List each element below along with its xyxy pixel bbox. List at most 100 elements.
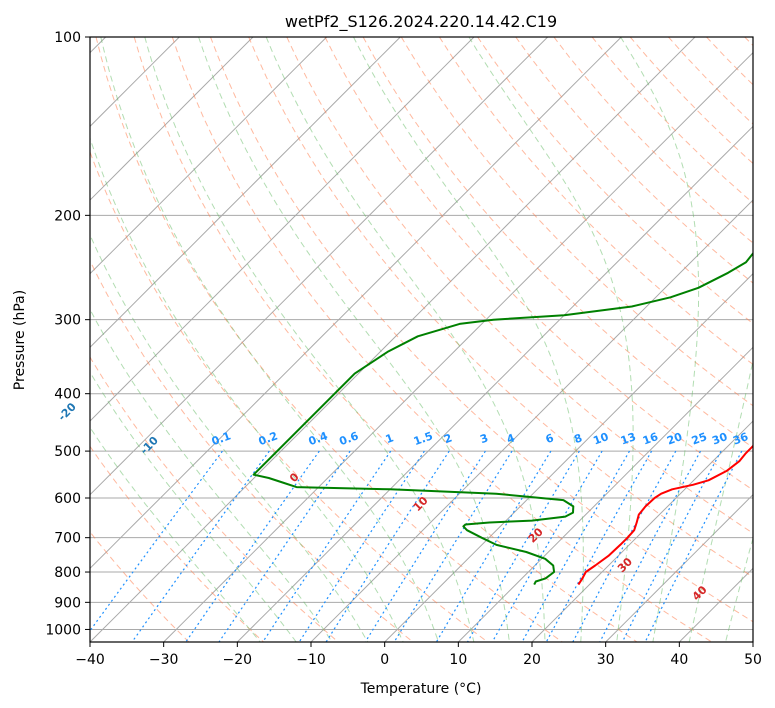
y-tick-label: 300 [54, 313, 81, 329]
x-tick-label: 20 [523, 652, 541, 668]
moist-adiabat-line [620, 37, 700, 642]
moist-adiabat-line [688, 358, 753, 642]
mixing-ratio-line [545, 450, 653, 642]
moist-adiabat-label: 10 [411, 494, 431, 514]
mixing-ratio-label: 16 [641, 430, 660, 448]
isotherm-line [678, 567, 753, 642]
dry-adiabat-line [210, 37, 753, 623]
moist-adiabat-line [90, 233, 369, 642]
mixing-ratio-line [599, 450, 702, 642]
isotherm-line [90, 37, 549, 496]
x-tick-label: −10 [296, 652, 326, 668]
moist-adiabat-line [90, 136, 404, 642]
dry-adiabat-line [90, 445, 264, 642]
mixing-ratio-line [364, 450, 486, 642]
mixing-ratio-label: 25 [690, 430, 709, 447]
y-tick-label: 900 [54, 595, 81, 611]
x-tick-label: −20 [223, 652, 253, 668]
x-axis-title: Temperature (°C) [360, 681, 482, 697]
isotherm-line [90, 37, 475, 422]
dry-adiabat-line [171, 37, 712, 642]
mixing-ratio-label: 30 [710, 430, 729, 448]
mixing-ratio-label: 1 [384, 431, 396, 446]
mixing-ratio-line [644, 450, 743, 642]
y-tick-label: 800 [54, 565, 81, 581]
moist-adiabat-line [100, 37, 439, 642]
mixing-ratio-label: 2 [442, 431, 454, 446]
mixing-ratio-line [572, 450, 677, 642]
y-tick-label: 1000 [45, 622, 81, 638]
mixing-ratio-label: 13 [619, 430, 638, 447]
moist-adiabat-line [265, 37, 546, 642]
mixing-ratio-label: 0.6 [338, 429, 361, 448]
mixing-ratio-line [262, 450, 392, 642]
moist-adiabat-line [144, 37, 475, 642]
dry-adiabat-line [95, 37, 563, 642]
y-tick-label: 100 [54, 30, 81, 46]
axis-ticks: −40 −30 −20 −10 0 10 20 30 40 5010020030040050060… [45, 30, 762, 668]
moist-adiabat-line [725, 536, 753, 642]
plot-frame [89, 36, 754, 643]
mixing-ratio-label: 10 [591, 430, 610, 448]
dry-adiabat-line [90, 150, 488, 642]
moist-adiabat-line [198, 37, 510, 642]
line-labels: -100-90-80-70-60-50-40-30-20-10010203040… [56, 400, 751, 603]
chart-title: wetPf2_S126.2024.220.14.42.C19 [285, 12, 557, 32]
x-tick-label: −30 [149, 652, 179, 668]
mixing-ratio-label: 4 [505, 431, 517, 446]
moist-adiabat-line [90, 426, 261, 642]
moist-adiabat-label: 40 [690, 583, 710, 603]
temperature-profile-line [577, 443, 753, 586]
background-grid [90, 37, 753, 642]
isotherm-line [236, 125, 753, 642]
isotherm-line [531, 420, 753, 642]
mixing-ratio-line [131, 450, 270, 642]
isotherm-line [457, 346, 753, 642]
dry-adiabat-line [362, 37, 753, 449]
isotherm-line [752, 641, 753, 642]
isotherm-line [163, 51, 753, 642]
x-tick-label: −40 [75, 652, 105, 668]
dry-adiabat-line [248, 37, 753, 578]
y-axis-title: Pressure (hPa) [12, 290, 28, 390]
moist-adiabat-label: 20 [526, 525, 546, 545]
dry-adiabat-line [324, 37, 753, 491]
y-tick-label: 600 [54, 491, 81, 507]
dry-adiabat-line [553, 37, 753, 244]
dry-adiabat-line [286, 37, 753, 534]
moist-adiabat-line [468, 37, 634, 642]
dry-adiabat-line [90, 531, 190, 642]
x-tick-label: 0 [380, 652, 389, 668]
isotherm-line [90, 37, 622, 570]
dry-adiabat-line [438, 37, 753, 365]
mixing-ratio-label: 0.4 [307, 429, 330, 448]
y-tick-label: 200 [54, 208, 81, 224]
moist-adiabat-line [90, 371, 297, 642]
isotherm-line [90, 37, 328, 275]
y-tick-label: 400 [54, 387, 81, 403]
isotherm-line [90, 37, 696, 642]
x-tick-label: 50 [744, 652, 762, 668]
mixing-ratio-line [491, 450, 603, 642]
dry-adiabat-line [706, 37, 753, 86]
mixing-ratio-label: 1.5 [412, 429, 435, 448]
x-tick-label: 40 [670, 652, 688, 668]
moist-adiabat-line [90, 308, 333, 642]
dry-adiabat-line [400, 37, 753, 407]
mixing-ratio-label: 0.1 [210, 429, 233, 448]
mixing-ratio-label: 0.2 [257, 429, 280, 448]
isotherm-line [605, 493, 753, 642]
x-tick-label: 10 [449, 652, 467, 668]
x-tick-label: 30 [597, 652, 615, 668]
dry-adiabat-line [591, 37, 753, 204]
dry-adiabat-line [668, 37, 753, 125]
dry-adiabat-label: -10 [138, 434, 161, 457]
isotherm-line [90, 37, 401, 349]
mixing-ratio-line [393, 450, 513, 642]
mixing-ratio-label: 8 [572, 431, 584, 446]
dewpoint-profile-line [252, 251, 753, 586]
mixing-ratio-line [466, 450, 580, 642]
dry-adiabat-line [133, 37, 638, 642]
